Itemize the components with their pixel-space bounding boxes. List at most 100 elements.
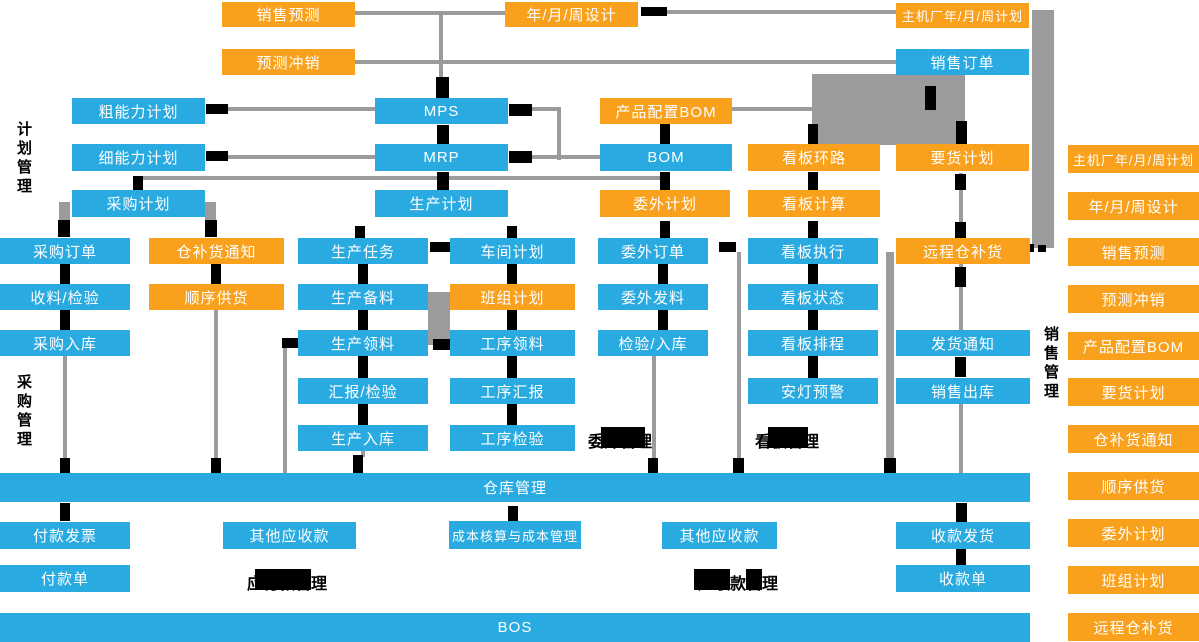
rc-remote-warehouse-replenishment: 远程仓补货: [1068, 613, 1199, 641]
rough-capacity-plan: 粗能力计划: [72, 98, 205, 124]
receivables-management-label-redaction-0: [694, 569, 730, 590]
warehouse-management-bar: 仓库管理: [0, 473, 1030, 502]
connector-mark-15: [925, 86, 936, 110]
connector-gray-5: [532, 107, 557, 111]
production-material-requisition: 生产领料: [298, 330, 428, 356]
year-month-week-design: 年/月/周设计: [505, 2, 638, 27]
connector-gray-6: [557, 107, 561, 160]
connector-mark-49: [353, 455, 363, 474]
purchase-plan: 采购计划: [72, 190, 205, 217]
outsourcing-management-label-redaction-0: [601, 427, 645, 448]
connector-mark-43: [430, 242, 453, 252]
connector-mark-38: [808, 264, 818, 284]
connector-mark-25: [60, 264, 70, 284]
connector-mark-8: [133, 176, 143, 191]
inspection-warehousing: 检验/入库: [598, 330, 708, 356]
connector-mark-5: [509, 151, 532, 163]
bom: BOM: [600, 144, 732, 171]
connector-gray-22: [652, 356, 656, 458]
connector-mark-17: [955, 174, 966, 190]
connector-mark-20: [1038, 245, 1046, 252]
connector-mark-6: [437, 125, 449, 144]
connector-mark-41: [955, 267, 966, 287]
connector-gray-11: [59, 202, 70, 232]
connector-mark-0: [641, 7, 667, 16]
sales-forecast: 销售预测: [222, 2, 355, 27]
warehouse-replenishment-notice: 仓补货通知: [149, 238, 284, 264]
kanban-status: 看板状态: [748, 284, 878, 310]
connector-mark-23: [355, 226, 365, 238]
rc-oem-year-month-week-plan: 主机厂年/月/周计划: [1068, 145, 1199, 173]
connector-mark-12: [808, 124, 818, 144]
connector-mark-7: [437, 172, 449, 190]
rc-sequential-supply: 顺序供货: [1068, 472, 1199, 500]
andon-warning: 安灯预警: [748, 378, 878, 404]
kanban-loop: 看板环路: [748, 144, 880, 171]
detailed-capacity-plan: 细能力计划: [72, 144, 205, 171]
connector-gray-9: [732, 107, 812, 111]
connector-mark-18: [955, 222, 966, 238]
connector-mark-13: [808, 172, 818, 190]
receiving-inspection: 收料/检验: [0, 284, 130, 310]
connector-gray-16: [959, 264, 963, 330]
payables-management-label-redaction-0: [255, 569, 311, 590]
connector-gray-23: [737, 252, 741, 458]
rc-forecast-netting: 预测冲销: [1068, 285, 1199, 313]
connector-gray-7: [228, 155, 375, 159]
connector-gray-1: [667, 10, 896, 14]
production-material-prep: 生产备料: [298, 284, 428, 310]
connector-mark-28: [358, 264, 368, 284]
purchase-management-label: 采购管理: [15, 374, 32, 450]
mps: MPS: [375, 98, 508, 124]
rc-year-month-week-design: 年/月/周设计: [1068, 192, 1199, 220]
connector-mark-21: [58, 220, 70, 237]
connector-mark-14: [808, 221, 818, 238]
connector-mark-44: [719, 242, 736, 252]
connector-mark-55: [956, 503, 967, 522]
connector-mark-47: [60, 458, 70, 474]
connector-mark-26: [60, 310, 70, 330]
connector-mark-39: [808, 310, 818, 330]
connector-mark-45: [282, 338, 298, 348]
connector-mark-35: [507, 404, 517, 425]
connector-mark-56: [956, 549, 966, 565]
connector-gray-4: [228, 107, 375, 111]
production-task: 生产任务: [298, 238, 428, 264]
cost-accounting-management: 成本核算与成本管理: [449, 521, 581, 549]
other-receivables-1: 其他应收款: [223, 522, 356, 549]
sequential-supply: 顺序供货: [149, 284, 284, 310]
connector-mark-31: [358, 404, 368, 425]
connector-gray-24: [886, 252, 894, 458]
connector-mark-24: [507, 226, 517, 238]
connector-mark-2: [206, 104, 228, 114]
connector-mark-51: [733, 458, 744, 474]
kanban-scheduling: 看板排程: [748, 330, 878, 356]
mrp: MRP: [375, 144, 508, 171]
connector-mark-4: [206, 151, 228, 161]
sales-delivery: 销售出库: [896, 378, 1030, 404]
connector-mark-46: [433, 339, 455, 350]
rc-team-plan: 班组计划: [1068, 566, 1199, 594]
connector-mark-27: [211, 264, 221, 284]
connector-mark-42: [955, 357, 966, 377]
outsourcing-order: 委外订单: [598, 238, 708, 264]
remote-warehouse-replenishment: 远程仓补货: [896, 238, 1030, 264]
connector-gray-13: [812, 74, 965, 145]
receipt-shipping: 收款发货: [896, 522, 1030, 549]
connector-gray-25: [361, 451, 365, 457]
process-material-requisition: 工序领料: [450, 330, 575, 356]
connector-gray-15: [959, 173, 963, 238]
kanban-execution: 看板执行: [748, 238, 878, 264]
connector-gray-19: [214, 310, 218, 458]
process-inspection: 工序检验: [450, 425, 575, 451]
connector-mark-48: [211, 458, 221, 474]
production-plan: 生产计划: [375, 190, 508, 217]
rc-warehouse-replenishment-notice: 仓补货通知: [1068, 425, 1199, 453]
connector-mark-9: [660, 124, 670, 144]
payment-invoice: 付款发票: [0, 522, 130, 549]
rc-sales-forecast: 销售预测: [1068, 238, 1199, 266]
connector-gray-10: [138, 176, 662, 180]
forecast-netting: 预测冲销: [222, 49, 355, 75]
rc-delivery-request-plan: 要货计划: [1068, 378, 1199, 406]
